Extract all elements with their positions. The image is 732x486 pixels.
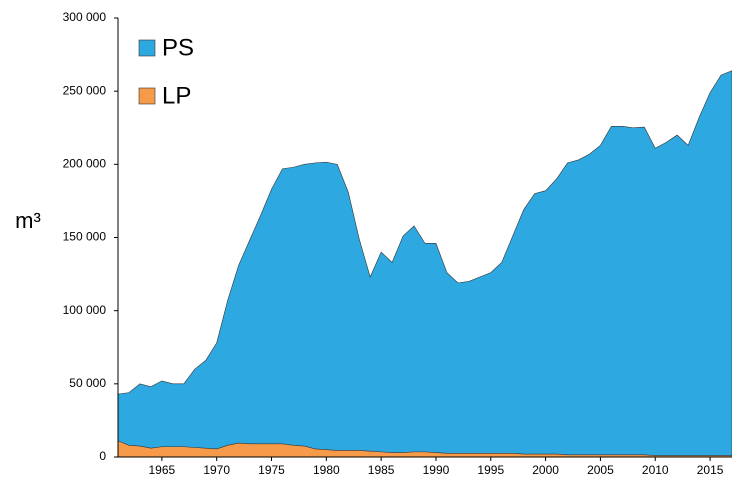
y-tick-label: 200 000 — [63, 157, 107, 171]
x-tick-label: 2015 — [697, 463, 724, 477]
area — [117, 440, 732, 458]
x-tick-label: 2010 — [642, 463, 669, 477]
y-tick-label: 100 000 — [63, 303, 107, 317]
legend-label: PS — [162, 34, 194, 61]
legend-swatch — [138, 39, 156, 57]
legend-label: LP — [162, 82, 191, 109]
area — [117, 70, 732, 458]
y-tick-label: 0 — [99, 449, 106, 463]
y-tick-label: 300 000 — [63, 10, 107, 24]
y-axis-label: m³ — [15, 208, 41, 233]
x-tick-label: 1975 — [258, 463, 285, 477]
x-tick-label: 1985 — [368, 463, 395, 477]
x-tick-label: 1980 — [313, 463, 340, 477]
x-tick-label: 2000 — [532, 463, 559, 477]
x-tick-label: 1995 — [477, 463, 504, 477]
y-tick-label: 50 000 — [69, 376, 106, 390]
x-tick-label: 1990 — [423, 463, 450, 477]
y-tick-label: 150 000 — [63, 230, 107, 244]
legend-swatch — [138, 87, 156, 105]
y-tick-label: 250 000 — [63, 83, 107, 97]
x-tick-label: 1970 — [203, 463, 230, 477]
x-tick-label: 1965 — [149, 463, 176, 477]
x-tick-label: 2005 — [587, 463, 614, 477]
